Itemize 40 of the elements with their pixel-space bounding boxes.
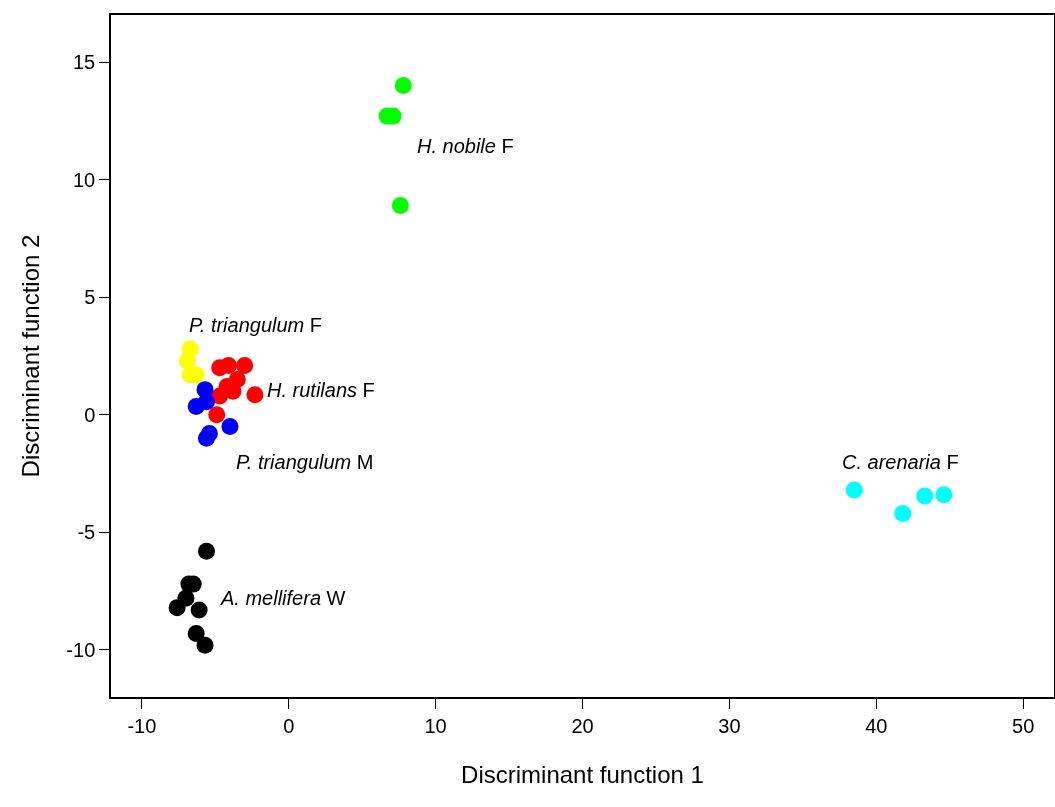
x-tick-label: 50	[1012, 714, 1035, 737]
point	[935, 486, 953, 504]
series-label: H. rutilans F	[267, 379, 375, 401]
point	[197, 542, 215, 560]
series-label: C. arenaria F	[842, 451, 959, 473]
point	[246, 386, 264, 404]
point	[845, 481, 863, 499]
point	[196, 636, 214, 654]
point	[178, 352, 196, 370]
x-axis-title: Discriminant function 1	[461, 760, 704, 788]
y-tick-label: 15	[73, 51, 96, 74]
series-label: H. nobile F	[417, 135, 514, 157]
point	[391, 196, 409, 214]
point	[197, 429, 215, 447]
x-tick-label: 20	[571, 714, 594, 737]
y-tick-label: 0	[84, 403, 96, 426]
series-label: A. mellifera W	[220, 587, 346, 609]
point	[168, 599, 186, 617]
point	[236, 356, 254, 374]
x-tick-label: 10	[424, 714, 447, 737]
x-tick-label: 40	[865, 714, 888, 737]
point	[221, 418, 239, 436]
x-tick-label: -10	[127, 714, 157, 737]
point	[916, 487, 934, 505]
series-label: P. triangulum M	[236, 451, 374, 473]
point	[190, 601, 208, 619]
series-label: P. triangulum F	[189, 314, 323, 336]
y-tick-label: 10	[73, 168, 96, 191]
y-tick-label: -10	[66, 638, 96, 661]
y-tick-label: 5	[84, 286, 96, 309]
point	[220, 356, 238, 374]
point	[894, 505, 912, 523]
y-tick-label: -5	[77, 521, 96, 544]
x-tick-label: 30	[718, 714, 741, 737]
x-tick-label: 0	[283, 714, 295, 737]
point	[187, 625, 205, 642]
point	[197, 393, 215, 411]
y-axis-title: Discriminant function 2	[16, 234, 44, 478]
point	[394, 77, 412, 95]
point	[208, 406, 226, 424]
